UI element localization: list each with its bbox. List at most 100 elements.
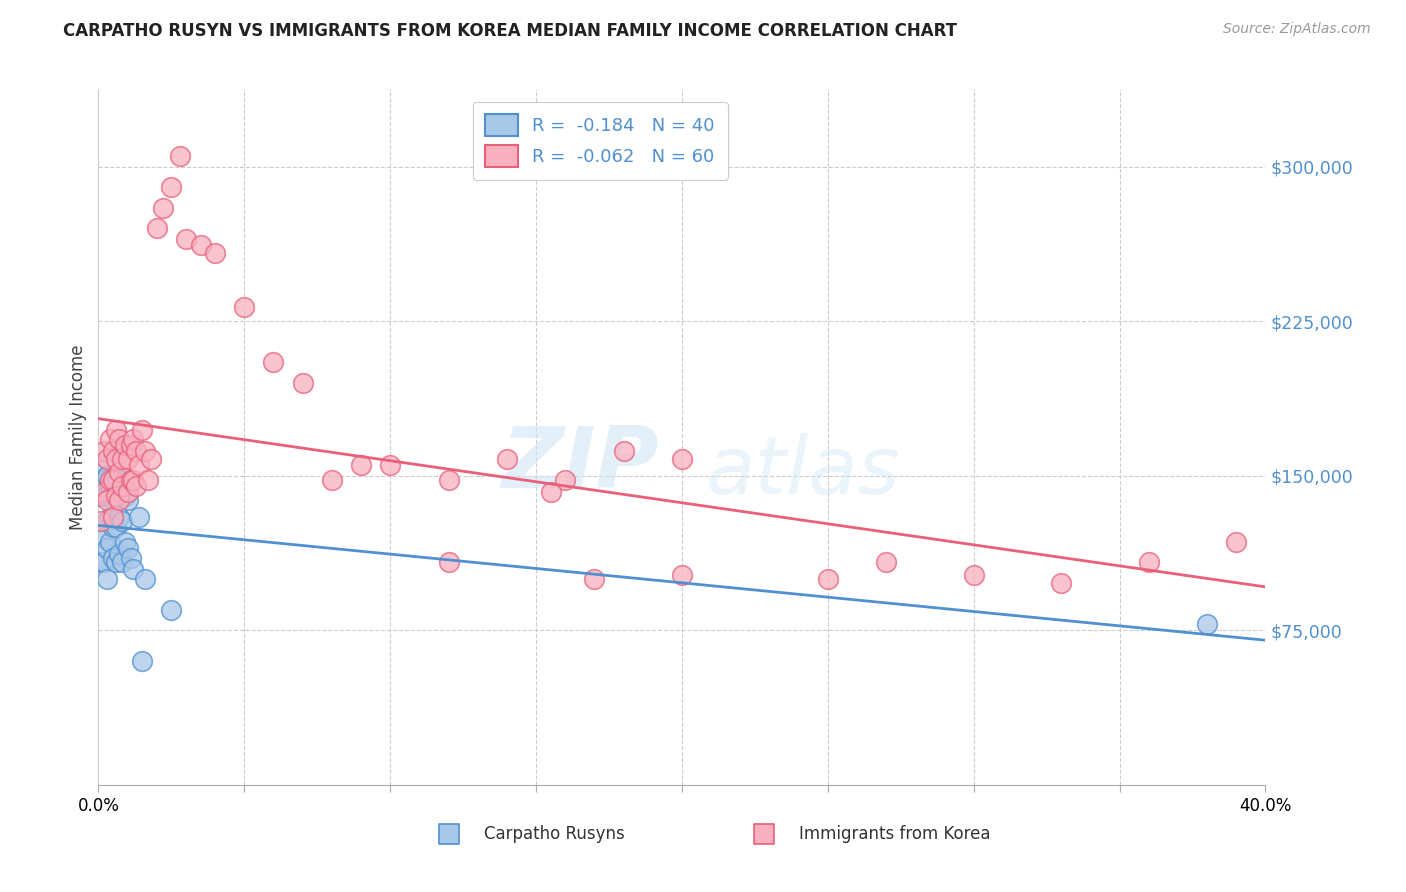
Point [101, 520, 124, 534]
Point [104, 452, 127, 467]
Point [1225, 534, 1247, 549]
Point [583, 572, 606, 586]
Point [98, 432, 121, 446]
Point [540, 485, 562, 500]
Point [96, 468, 118, 483]
Point [114, 489, 136, 503]
Point [111, 479, 134, 493]
Point [262, 355, 284, 369]
Point [101, 444, 124, 458]
Point [1195, 617, 1218, 632]
Text: ZIP: ZIP [501, 424, 658, 507]
Point [128, 458, 150, 473]
Point [122, 473, 145, 487]
Text: atlas: atlas [706, 433, 900, 511]
Point [108, 493, 131, 508]
Point [114, 438, 136, 452]
Point [90, 555, 112, 569]
Point [1050, 576, 1073, 591]
Point [93, 444, 115, 458]
Point [321, 473, 343, 487]
Point [125, 479, 148, 493]
Point [174, 232, 197, 246]
Point [437, 555, 460, 569]
Point [160, 180, 183, 194]
Point [233, 300, 256, 314]
Point [114, 534, 136, 549]
Point [671, 567, 693, 582]
Point [122, 432, 145, 446]
Point [128, 510, 150, 524]
Point [962, 567, 984, 582]
Point [131, 654, 153, 668]
Point [111, 452, 134, 467]
Point [93, 531, 115, 545]
Point [101, 493, 124, 508]
Point [134, 444, 156, 458]
Point [98, 479, 121, 493]
Point [101, 510, 124, 524]
Point [125, 444, 148, 458]
Point [111, 479, 134, 493]
Y-axis label: Median Family Income: Median Family Income [69, 344, 87, 530]
Point [96, 489, 118, 503]
Point [204, 246, 226, 260]
Point [134, 572, 156, 586]
Point [875, 555, 897, 569]
Point [93, 473, 115, 487]
Point [90, 514, 112, 528]
Point [101, 473, 124, 487]
Point [111, 514, 134, 528]
Text: Immigrants from Korea: Immigrants from Korea [799, 825, 990, 843]
Point [117, 493, 139, 508]
Point [120, 438, 142, 452]
Point [671, 452, 693, 467]
Point [117, 541, 139, 555]
Point [96, 514, 118, 528]
Point [108, 547, 131, 561]
Point [612, 444, 634, 458]
Point [98, 534, 121, 549]
Point [93, 458, 115, 473]
Point [104, 423, 127, 437]
Point [120, 473, 142, 487]
Point [96, 452, 118, 467]
Point [350, 458, 373, 473]
Point [117, 485, 139, 500]
Point [437, 473, 460, 487]
Text: CARPATHO RUSYN VS IMMIGRANTS FROM KOREA MEDIAN FAMILY INCOME CORRELATION CHART: CARPATHO RUSYN VS IMMIGRANTS FROM KOREA … [63, 22, 957, 40]
Point [160, 603, 183, 617]
Point [96, 493, 118, 508]
Point [496, 452, 519, 467]
Point [190, 237, 212, 252]
Point [152, 201, 174, 215]
Point [104, 489, 127, 503]
Text: Source: ZipAtlas.com: Source: ZipAtlas.com [1223, 22, 1371, 37]
Point [96, 572, 118, 586]
Point [380, 458, 402, 473]
Point [98, 473, 121, 487]
Point [117, 452, 139, 467]
Point [104, 555, 127, 569]
Point [90, 489, 112, 503]
Point [90, 473, 112, 487]
Point [108, 432, 131, 446]
Point [104, 489, 127, 503]
Point [554, 473, 576, 487]
Point [108, 510, 131, 524]
Point [108, 473, 131, 487]
Point [169, 149, 191, 163]
Point [93, 485, 115, 500]
Text: Carpatho Rusyns: Carpatho Rusyns [484, 825, 624, 843]
Point [98, 510, 121, 524]
Point [817, 572, 839, 586]
Point [962, 778, 984, 792]
Point [122, 561, 145, 575]
Point [120, 551, 142, 566]
Point [146, 221, 169, 235]
Point [1137, 555, 1160, 569]
Point [111, 555, 134, 569]
Point [131, 423, 153, 437]
Point [139, 452, 162, 467]
Point [104, 468, 127, 483]
